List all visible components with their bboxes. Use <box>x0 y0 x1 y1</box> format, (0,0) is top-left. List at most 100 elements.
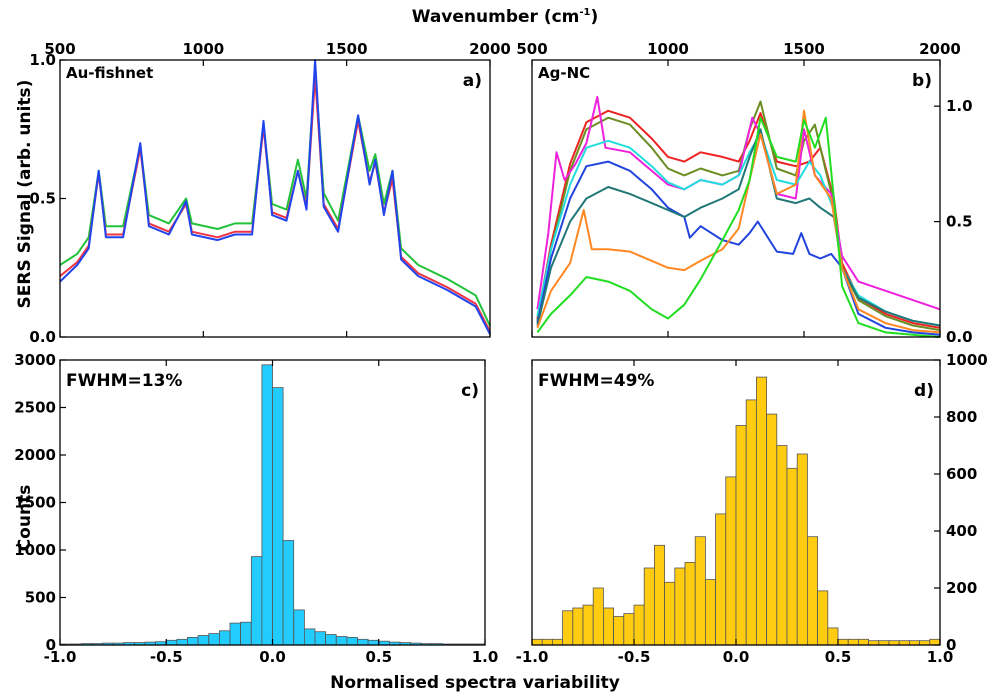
panel-c-histogram: -1.0 -0.5 0.0 0.5 1.0 0 500 1000 1500 2000 2500 300… <box>14 351 498 666</box>
histogram-bar <box>346 637 358 646</box>
histogram-bar <box>325 634 337 646</box>
histogram-bar <box>531 638 543 646</box>
histogram-bar <box>684 562 696 646</box>
y-tick-label: 0 <box>946 636 956 654</box>
histogram-bar <box>745 399 757 646</box>
histogram-bar <box>817 590 829 646</box>
histogram-bar <box>197 635 210 646</box>
x-tick-label: -1.0 <box>44 648 77 666</box>
histogram-bar <box>796 453 808 646</box>
histogram-bar <box>592 587 604 646</box>
histogram-bar <box>176 638 188 646</box>
y-tick-label: 0.5 <box>946 213 973 231</box>
left-axis-title-bottom: Counts <box>15 485 35 552</box>
histogram-bar <box>562 610 574 646</box>
histogram-bar <box>335 636 348 646</box>
x-tick-label: 2000 <box>469 40 511 58</box>
histogram-bar <box>572 607 584 646</box>
x-tick-label: 500 <box>44 40 75 58</box>
x-tick-label: 0.5 <box>365 648 392 666</box>
y-tick-label: 1500 <box>14 494 56 512</box>
histogram-bar <box>293 609 305 646</box>
x-tick-label: 0.5 <box>825 648 852 666</box>
top-axis-title: Wavenumber (cm-1) <box>412 7 599 27</box>
histogram-bar <box>786 467 798 646</box>
x-tick-label: 1500 <box>783 40 825 58</box>
x-tick-label: 1.0 <box>927 648 954 666</box>
histogram-bar <box>858 638 870 646</box>
y-tick-label: 0.0 <box>946 328 973 346</box>
histogram-bar <box>837 638 849 646</box>
histogram-bar <box>776 445 788 646</box>
histogram-bar <box>582 604 594 646</box>
histogram-bar <box>282 540 295 646</box>
histogram-bar <box>725 476 737 646</box>
x-tick-label: -1.0 <box>516 648 549 666</box>
panel-b-spectra-ag: 500 1000 1500 2000 0.0 0.5 1.0 Ag-NC b) <box>516 40 972 346</box>
x-tick-label: 0.0 <box>259 648 286 666</box>
histogram-bar <box>261 364 273 646</box>
plot-frame <box>59 59 491 338</box>
x-tick-label: 0.0 <box>723 648 750 666</box>
y-tick-label: 3000 <box>14 351 56 369</box>
x-tick-label: 1000 <box>182 40 224 58</box>
y-tick-label: 1.0 <box>946 97 973 115</box>
panel-letter: d) <box>914 381 934 401</box>
histogram-bar <box>218 630 231 646</box>
y-tick-label: 1.0 <box>29 51 56 69</box>
series-line-3 <box>536 95 941 311</box>
panel-letter: c) <box>461 381 479 401</box>
panel-letter: a) <box>463 71 482 91</box>
histogram-bar <box>654 544 666 646</box>
x-tick-label: 500 <box>516 40 547 58</box>
y-tick-label: 800 <box>946 408 977 426</box>
y-tick-label: 0 <box>46 636 56 654</box>
histogram-bar <box>613 616 625 646</box>
panel-d-histogram: -1.0 -0.5 0.0 0.5 1.00 200 400 600 800 1000 FWHM=4… <box>516 351 987 666</box>
y-tick-label: 500 <box>25 589 56 607</box>
histogram-bar <box>229 622 242 646</box>
panel-title: Au-fishnet <box>66 64 153 82</box>
y-tick-label: 0.5 <box>29 190 56 208</box>
x-tick-label: 1500 <box>326 40 368 58</box>
histogram-bar <box>674 567 686 646</box>
histogram-bar <box>187 637 199 646</box>
y-tick-label: 600 <box>946 465 977 483</box>
y-tick-label: 0.0 <box>29 328 56 346</box>
fwhm-annotation: FWHM=13% <box>66 371 182 391</box>
panel-a-spectra-au: 500 1000 1500 2000 0.0 0.5 1.0 Au-fishnet a) <box>29 40 510 346</box>
series-line-8 <box>536 116 941 338</box>
x-tick-label: 1.0 <box>472 648 499 666</box>
y-tick-label: 2500 <box>14 399 56 417</box>
y-tick-label: 200 <box>946 579 977 597</box>
left-axis-title-top: SERS Signal (arb. units) <box>15 80 35 309</box>
histogram-bar <box>603 607 615 646</box>
histogram-bar <box>929 638 941 646</box>
histogram-bar <box>552 638 564 646</box>
x-tick-label: 2000 <box>919 40 961 58</box>
histogram-bar <box>314 631 327 646</box>
histogram-bar <box>541 638 553 646</box>
histogram-bar <box>272 387 284 646</box>
histogram-bar <box>756 376 768 646</box>
histogram-bar <box>694 536 706 646</box>
series-line-2 <box>59 75 491 332</box>
panel-letter: b) <box>912 71 932 91</box>
x-tick-label: 1000 <box>647 40 689 58</box>
histogram-bar <box>643 567 655 646</box>
histogram-bar <box>623 613 635 646</box>
histogram-bar <box>807 536 819 646</box>
histogram-bar <box>715 513 727 646</box>
series-line-7 <box>536 109 941 334</box>
histogram-bar <box>357 638 369 646</box>
x-tick-label: -0.5 <box>150 648 183 666</box>
histogram-bar <box>633 604 645 646</box>
histogram-bar <box>250 556 263 646</box>
histogram-bar <box>664 581 676 646</box>
bottom-axis-title: Normalised spectra variability <box>330 673 620 693</box>
panel-title: Ag-NC <box>538 64 590 82</box>
series-line-1 <box>59 67 491 327</box>
fwhm-annotation: FWHM=49% <box>538 371 654 391</box>
plot-frame <box>531 59 941 338</box>
